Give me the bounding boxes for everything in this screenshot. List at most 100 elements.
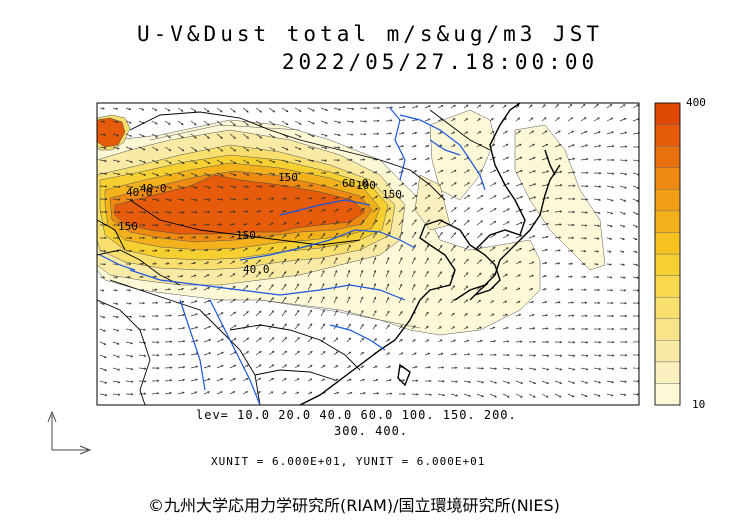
wind-vector-head (297, 233, 300, 237)
wind-vector (502, 247, 509, 252)
wind-vector (294, 233, 300, 239)
wind-vector (385, 379, 392, 382)
wind-vector-head (373, 269, 377, 273)
wind-vector-head (465, 313, 468, 316)
wind-vector (593, 131, 601, 135)
wind-vector-head (401, 195, 405, 198)
wind-vector (346, 133, 354, 136)
wind-vector (242, 391, 248, 395)
wind-vector-head (572, 223, 575, 227)
wind-vector-head (572, 354, 576, 357)
wind-vector-head (518, 130, 521, 133)
wind-vector (450, 285, 455, 291)
wind-vector-head (116, 147, 120, 150)
wind-vector-head (335, 296, 338, 299)
wind-vector-head (170, 353, 173, 356)
wind-vector (463, 169, 470, 174)
wind-vector (177, 327, 185, 330)
wind-vector-head (386, 296, 390, 300)
wind-vector-head (413, 231, 417, 235)
wind-vector-head (402, 379, 406, 382)
wind-vector (242, 324, 249, 330)
wind-vector-head (246, 324, 250, 327)
wind-vector (229, 223, 235, 226)
wind-vector-head (181, 148, 185, 152)
wind-vector-head (545, 314, 549, 317)
wind-vector-head (557, 288, 561, 291)
wind-vector (437, 366, 444, 369)
contour-label: 150 (382, 188, 402, 201)
wind-vector (554, 117, 560, 122)
wind-vector-head (597, 237, 600, 240)
wind-vector-head (453, 104, 457, 108)
wind-vector-head (429, 393, 432, 396)
wind-vector-head (584, 224, 588, 227)
wind-vector (385, 283, 389, 291)
wind-vector-head (141, 275, 144, 279)
wind-vector-head (466, 144, 469, 147)
wind-vector-head (350, 146, 354, 149)
wind-vector-head (272, 123, 276, 126)
wind-vector (476, 354, 483, 356)
wind-vector-head (467, 169, 470, 172)
wind-vector-head (467, 182, 471, 185)
country-borders (97, 109, 491, 405)
wind-vector-head (361, 310, 364, 313)
wind-vector (450, 131, 455, 135)
wind-vector-head (129, 147, 133, 150)
wind-vector (580, 354, 588, 357)
wind-vector-head (218, 236, 222, 239)
wind-vector-head (284, 337, 288, 340)
wind-vector (515, 183, 523, 187)
wind-vector-head (338, 133, 341, 137)
contour-label: 40.0 (140, 182, 167, 195)
wind-vector (476, 182, 483, 187)
wind-vector (437, 232, 443, 239)
wind-vector-head (194, 161, 198, 164)
wind-vector-head (596, 275, 600, 279)
wind-vector (450, 353, 457, 356)
wind-vector (203, 378, 211, 382)
wind-vector (541, 380, 549, 384)
wind-vector-head (284, 378, 287, 381)
wind-vector (554, 380, 562, 384)
wind-vector-head (312, 122, 315, 125)
wind-vector (385, 145, 391, 148)
wind-vector (411, 270, 416, 278)
wind-vector-head (195, 365, 199, 368)
wind-vector-head (533, 183, 537, 186)
wind-vector-head (388, 219, 391, 222)
wind-vector (99, 289, 105, 292)
wind-vector (138, 146, 146, 151)
wind-vector-head (389, 119, 393, 122)
wind-vector (229, 185, 237, 188)
wind-vector-head (349, 220, 352, 223)
wind-vector-head (336, 220, 339, 224)
wind-vector-head (129, 249, 133, 253)
wind-vector-head (156, 173, 160, 177)
wind-vector-head (117, 342, 120, 345)
wind-vector (242, 378, 249, 382)
wind-vector (346, 208, 352, 213)
wind-vector-head (324, 146, 328, 150)
wind-vector-head (625, 159, 628, 162)
wind-vector-head (310, 184, 314, 187)
wind-vector (580, 131, 587, 135)
wind-vector-head (520, 354, 524, 357)
wind-vector (99, 120, 105, 123)
wind-vector (203, 339, 211, 343)
wind-vector-head (195, 313, 198, 316)
wind-vector-head (207, 136, 210, 139)
wind-vector (398, 195, 404, 200)
wind-vector-head (271, 234, 274, 238)
wind-vector-head (272, 135, 276, 139)
wind-vector (203, 249, 209, 252)
wind-vector (632, 237, 638, 240)
wind-vector-head (531, 300, 535, 304)
wind-vector (385, 171, 391, 174)
wind-vector (333, 232, 339, 239)
wind-vector-head (465, 299, 469, 302)
wind-vector (606, 237, 612, 240)
wind-vector (372, 310, 377, 317)
wind-vector (294, 120, 302, 125)
